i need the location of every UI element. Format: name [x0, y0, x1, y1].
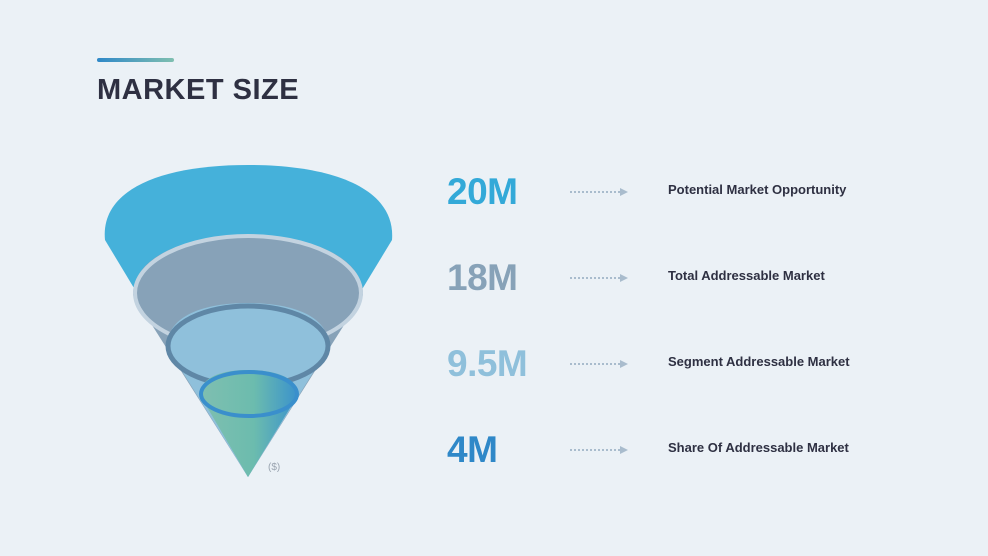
- metric-row-share: 4M Share Of Addressable Market: [447, 428, 967, 478]
- metric-label: Potential Market Opportunity: [668, 182, 847, 197]
- metric-value: 4M: [447, 429, 498, 470]
- metric-label: Segment Addressable Market: [668, 354, 850, 369]
- dotted-arrow-icon: [570, 360, 628, 368]
- funnel-level-share: [200, 370, 298, 477]
- metric-row-segment: 9.5M Segment Addressable Market: [447, 342, 967, 392]
- metric-value: 9.5M: [447, 343, 528, 384]
- funnel-unit-label: ($): [268, 462, 281, 473]
- title-accent-line: [97, 58, 174, 62]
- metric-value: 18M: [447, 257, 518, 298]
- metric-row-potential: 20M Potential Market Opportunity: [447, 170, 967, 220]
- metric-row-total: 18M Total Addressable Market: [447, 256, 967, 306]
- dotted-arrow-icon: [570, 188, 628, 196]
- page-title: MARKET SIZE: [97, 74, 300, 106]
- metric-label: Share Of Addressable Market: [668, 440, 849, 455]
- metric-label: Total Addressable Market: [668, 268, 825, 283]
- dotted-arrow-icon: [570, 446, 628, 454]
- dotted-arrow-icon: [570, 274, 628, 282]
- market-size-funnel: [104, 165, 393, 477]
- metric-value: 20M: [447, 171, 518, 212]
